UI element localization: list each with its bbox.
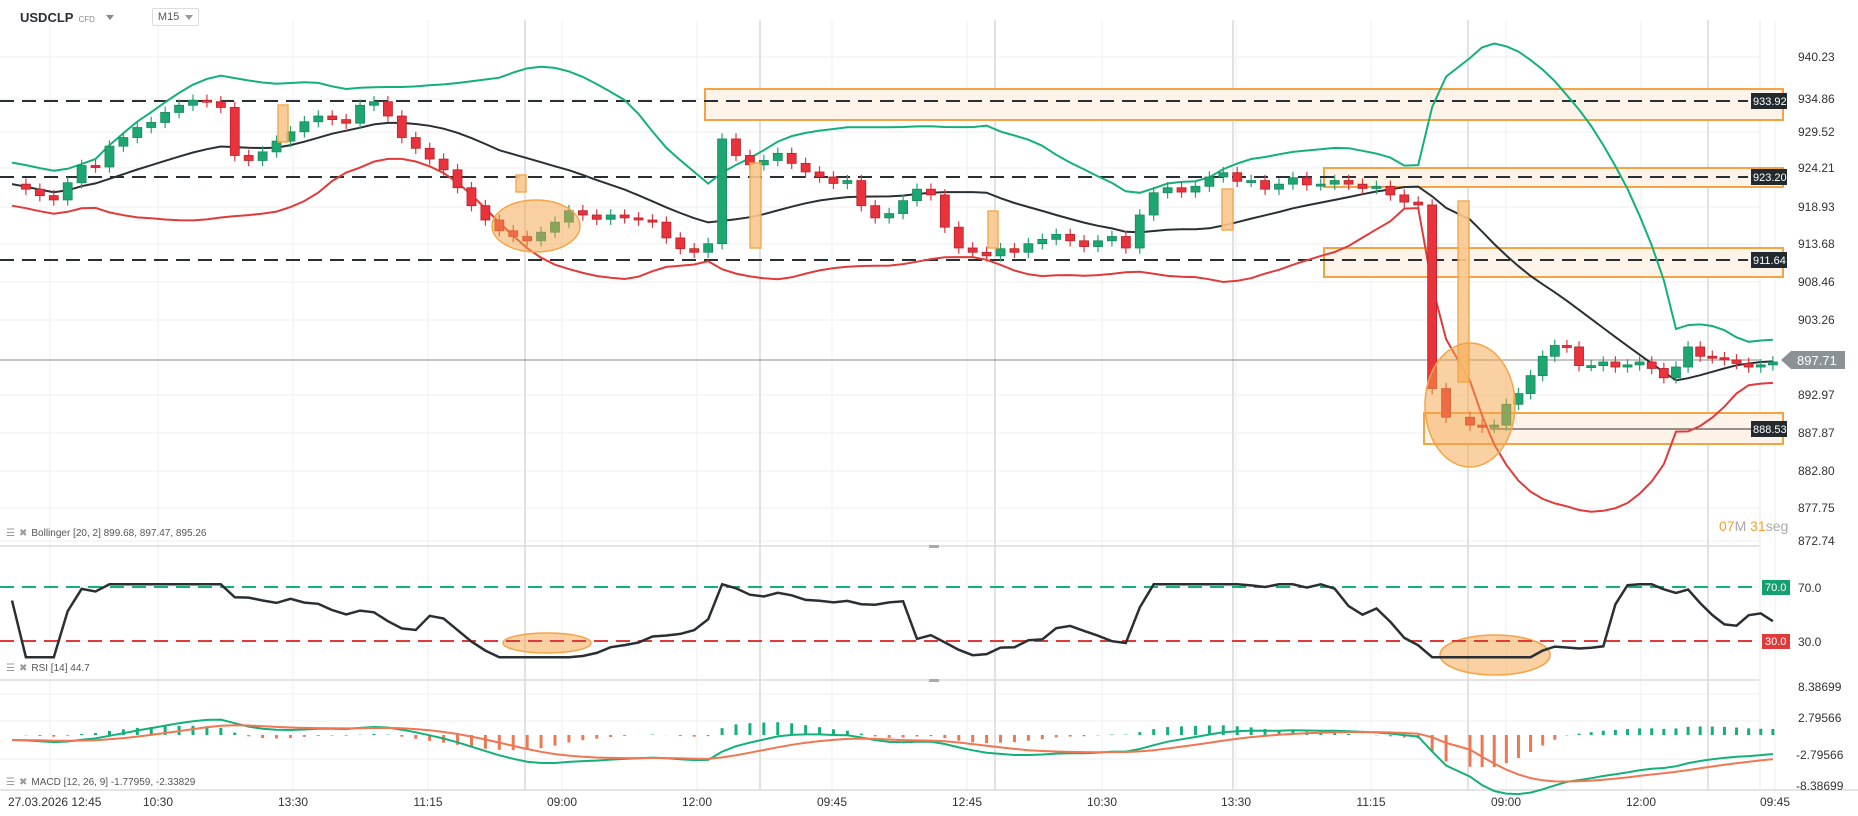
candlesticks xyxy=(21,94,1778,433)
rsi-line xyxy=(10,582,1774,659)
time-tick: 12:00 xyxy=(681,795,713,809)
bollinger-middle xyxy=(11,121,1773,382)
svg-text:918.93: 918.93 xyxy=(1798,200,1835,214)
timeframe-selector[interactable]: M15 xyxy=(151,8,200,26)
svg-text:872.74: 872.74 xyxy=(1798,534,1835,548)
time-tick: 10:30 xyxy=(142,795,174,809)
highlight-bars[interactable] xyxy=(277,104,1470,383)
time-tick: 12:00 xyxy=(1625,795,1657,809)
instrument-type: CFD xyxy=(78,14,95,24)
time-tick: 11:15 xyxy=(413,795,443,809)
svg-text:-8.38699: -8.38699 xyxy=(1796,779,1844,793)
svg-text:888.53: 888.53 xyxy=(1753,424,1787,436)
svg-text:892.97: 892.97 xyxy=(1798,388,1835,402)
panel-resize-handle[interactable] xyxy=(929,545,939,548)
horizontal-levels[interactable] xyxy=(0,100,1752,430)
settings-icon[interactable]: ☰ xyxy=(6,777,15,788)
symbol-selector[interactable]: USDCLP CFD xyxy=(20,10,114,25)
svg-text:-2.79566: -2.79566 xyxy=(1796,748,1844,762)
rsi-legend: ☰ ✖ RSI [14] 44.7 xyxy=(6,663,90,674)
close-icon[interactable]: ✖ xyxy=(18,777,28,788)
svg-text:934.86: 934.86 xyxy=(1798,92,1835,106)
svg-text:940.23: 940.23 xyxy=(1798,50,1835,64)
chevron-down-icon xyxy=(105,14,114,20)
svg-text:70.0: 70.0 xyxy=(1798,581,1822,595)
chevron-down-icon xyxy=(185,14,194,20)
timeframe-label: M15 xyxy=(157,11,180,23)
svg-text:8.38699: 8.38699 xyxy=(1798,680,1842,694)
time-tick: 09:45 xyxy=(1759,795,1791,809)
time-axis[interactable]: 27.03.2026 12:45 10:30 13:30 11:15 09:00 12:0… xyxy=(0,790,1858,816)
time-tick: 09:00 xyxy=(546,795,578,809)
svg-text:923.20: 923.20 xyxy=(1753,172,1787,184)
svg-text:908.46: 908.46 xyxy=(1798,275,1835,289)
highlight-ellipses[interactable] xyxy=(491,199,1551,676)
time-tick: 13:30 xyxy=(1220,795,1252,809)
current-price-tag: 897.71 xyxy=(1781,351,1845,369)
panel-resize-handle[interactable] xyxy=(929,679,939,682)
chart-header: USDCLP CFD M15 xyxy=(0,0,1858,34)
symbol-name: USDCLP xyxy=(20,9,74,25)
svg-text:911.64: 911.64 xyxy=(1753,255,1786,267)
svg-text:913.68: 913.68 xyxy=(1798,237,1835,251)
candle-countdown: 07M 31seg xyxy=(1719,518,1789,534)
svg-text:933.92: 933.92 xyxy=(1753,96,1787,108)
time-tick: 12:45 xyxy=(951,795,983,809)
svg-text:903.26: 903.26 xyxy=(1798,313,1835,327)
svg-text:877.75: 877.75 xyxy=(1798,501,1835,515)
zone-933 xyxy=(704,88,1784,121)
svg-text:30.0: 30.0 xyxy=(1798,635,1822,649)
time-tick: 13:30 xyxy=(277,795,309,809)
panel-separators xyxy=(0,20,1858,791)
bollinger-upper xyxy=(11,42,1773,343)
settings-icon[interactable]: ☰ xyxy=(6,528,15,539)
svg-text:897.71: 897.71 xyxy=(1797,353,1837,368)
rsi-axis: 70.0 70.0 30.0 30.0 xyxy=(1762,580,1822,649)
macd-line xyxy=(11,718,1773,796)
time-tick: 09:45 xyxy=(816,795,848,809)
bollinger-lower xyxy=(11,157,1773,513)
time-tick: 10:30 xyxy=(1086,795,1118,809)
settings-icon[interactable]: ☰ xyxy=(6,663,15,674)
time-tick: 09:00 xyxy=(1490,795,1522,809)
svg-text:2.79566: 2.79566 xyxy=(1798,711,1842,725)
close-icon[interactable]: ✖ xyxy=(18,528,28,539)
zone-911 xyxy=(1323,247,1784,278)
bollinger-legend: ☰ ✖ Bollinger [20, 2] 899.68, 897.47, 89… xyxy=(6,528,207,539)
level-labels: 933.92 923.20 911.64 888.53 xyxy=(1751,93,1787,437)
svg-text:887.87: 887.87 xyxy=(1798,426,1835,440)
time-tick: 27.03.2026 12:45 xyxy=(8,795,102,809)
svg-text:30.0: 30.0 xyxy=(1765,636,1786,648)
bollinger-legend-text: Bollinger [20, 2] 899.68, 897.47, 895.26 xyxy=(31,528,207,539)
rsi-legend-text: RSI [14] 44.7 xyxy=(31,663,90,674)
macd-axis: 8.38699 2.79566 -2.79566 -8.38699 xyxy=(1796,680,1844,793)
svg-text:924.21: 924.21 xyxy=(1798,161,1835,175)
macd-legend: ☰ ✖ MACD [12, 26, 9] -1.77959, -2.33829 xyxy=(6,777,195,788)
macd-signal-line xyxy=(11,724,1774,783)
svg-text:929.52: 929.52 xyxy=(1798,125,1835,139)
macd-legend-text: MACD [12, 26, 9] -1.77959, -2.33829 xyxy=(31,777,196,788)
time-tick: 11:15 xyxy=(1356,795,1386,809)
close-icon[interactable]: ✖ xyxy=(18,663,28,674)
price-axis[interactable]: 940.23 934.86 929.52 924.21 918.93 913.68 908.… xyxy=(1798,50,1835,548)
svg-text:70.0: 70.0 xyxy=(1765,582,1786,594)
svg-text:882.80: 882.80 xyxy=(1798,464,1835,478)
